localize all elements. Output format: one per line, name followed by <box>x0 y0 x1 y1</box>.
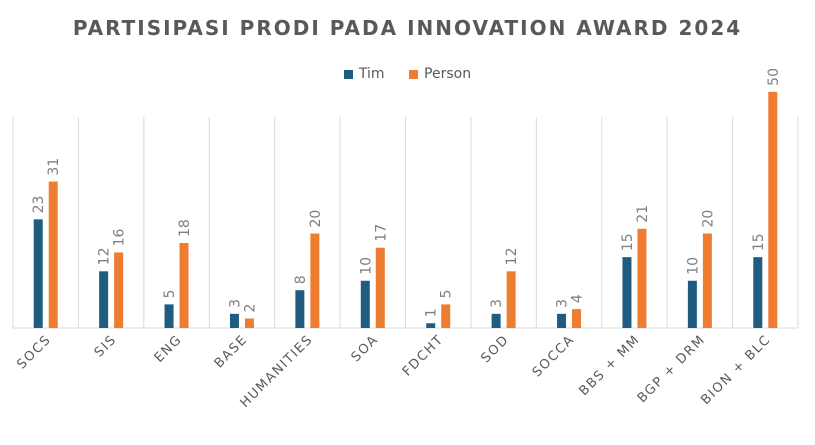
data-label-person-11: 50 <box>766 68 782 86</box>
data-label-tim-8: 3 <box>555 299 571 308</box>
bar-person-11 <box>768 91 778 328</box>
legend-swatch-tim <box>343 69 353 79</box>
data-label-person-7: 12 <box>504 247 520 265</box>
x-tick-label-11: BION + BLC <box>698 332 774 408</box>
legend-item-person: Person <box>409 66 471 82</box>
data-label-tim-0: 23 <box>31 196 47 214</box>
data-label-person-8: 4 <box>570 294 586 303</box>
bar-tim-8 <box>557 313 567 328</box>
bar-person-10 <box>702 233 712 328</box>
data-label-tim-1: 12 <box>97 247 113 265</box>
bar-person-2 <box>179 242 189 328</box>
bar-person-9 <box>637 228 647 328</box>
data-label-tim-10: 10 <box>685 257 701 275</box>
bar-tim-3 <box>229 313 239 328</box>
x-tick-label-8: SOCCA <box>530 332 578 380</box>
bar-tim-1 <box>99 271 109 328</box>
data-label-person-3: 2 <box>242 304 258 313</box>
data-label-tim-2: 5 <box>162 289 178 298</box>
data-label-tim-7: 3 <box>489 299 505 308</box>
data-label-tim-5: 10 <box>358 257 374 275</box>
legend-swatch-person <box>409 69 419 79</box>
bar-tim-6 <box>426 323 436 328</box>
x-tick-label-9: BBS + MM <box>576 332 643 399</box>
data-label-person-10: 20 <box>700 210 716 228</box>
bar-person-5 <box>375 247 385 328</box>
x-tick-label-2: ENG <box>152 332 186 366</box>
legend-label-tim: Tim <box>358 66 385 82</box>
bar-person-3 <box>244 318 254 328</box>
data-label-person-5: 17 <box>373 224 389 242</box>
bar-tim-10 <box>687 280 697 328</box>
legend-label-person: Person <box>424 66 472 82</box>
bar-person-0 <box>48 181 58 328</box>
bar-tim-5 <box>360 280 370 328</box>
data-label-tim-9: 15 <box>620 233 636 251</box>
bar-tim-11 <box>753 257 763 328</box>
data-label-person-2: 18 <box>177 219 193 237</box>
bar-tim-9 <box>622 257 632 328</box>
data-label-person-0: 31 <box>46 158 62 176</box>
x-tick-label-10: BGP + DRM <box>635 332 709 406</box>
bar-person-8 <box>572 309 582 328</box>
x-tick-label-7: SOD <box>479 332 513 366</box>
x-tick-label-1: SIS <box>92 332 120 360</box>
bar-tim-2 <box>164 304 174 328</box>
bar-tim-0 <box>33 219 43 328</box>
x-tick-label-3: BASE <box>212 332 251 371</box>
x-tick-label-0: SOCS <box>14 332 54 372</box>
x-tick-label-6: FDCHT <box>400 332 447 379</box>
data-label-person-9: 21 <box>635 205 651 223</box>
bar-person-1 <box>114 252 124 328</box>
legend-item-tim: Tim <box>343 66 385 82</box>
chart-legend: Tim Person <box>0 66 815 83</box>
data-label-person-1: 16 <box>112 229 128 247</box>
bar-tim-4 <box>295 290 305 328</box>
bar-person-4 <box>310 233 320 328</box>
bar-person-6 <box>441 304 451 328</box>
chart-title: PARTISIPASI PRODI PADA INNOVATION AWARD … <box>72 16 743 40</box>
data-label-tim-6: 1 <box>424 308 440 317</box>
data-label-person-6: 5 <box>439 289 455 298</box>
x-tick-label-5: SOA <box>349 332 382 365</box>
data-label-person-4: 20 <box>308 210 324 228</box>
data-label-tim-3: 3 <box>227 299 243 308</box>
data-label-tim-4: 8 <box>293 275 309 284</box>
data-label-tim-11: 15 <box>751 233 767 251</box>
bar-tim-7 <box>491 313 501 328</box>
bar-person-7 <box>506 271 516 328</box>
